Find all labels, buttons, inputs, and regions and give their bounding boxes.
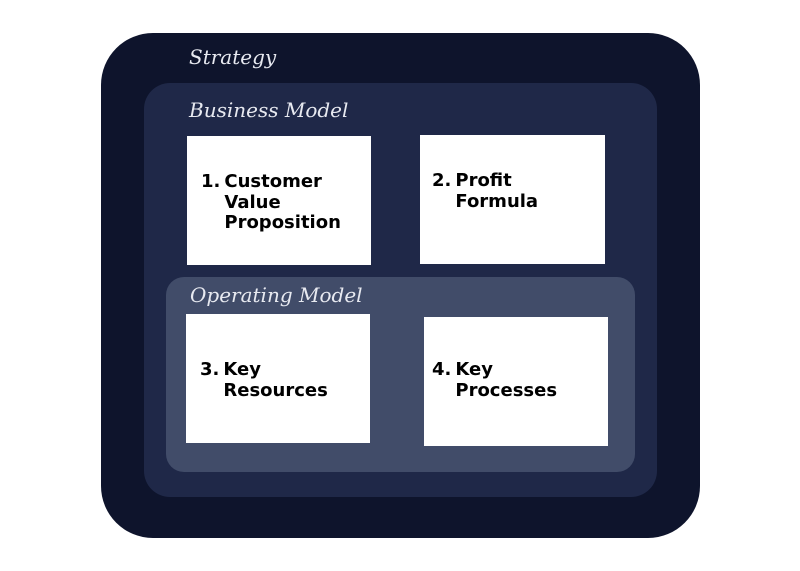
business-model-title: Business Model	[189, 98, 349, 122]
box-label: Key Processes	[455, 359, 558, 401]
box-number: 4.	[432, 359, 452, 380]
operating-model-title: Operating Model	[190, 283, 363, 307]
box-number: 2.	[432, 170, 452, 191]
box-label: Customer Value Proposition	[224, 171, 341, 233]
box-label: Profit Formula	[455, 170, 539, 212]
strategy-title: Strategy	[189, 45, 277, 69]
box-key-processes: 4. Key Processes	[424, 317, 608, 446]
box-profit-formula: 2. Profit Formula	[420, 135, 605, 264]
box-customer-value-proposition: 1. Customer Value Proposition	[187, 136, 371, 265]
box-label: Key Resources	[223, 359, 328, 401]
box-key-resources: 3. Key Resources	[186, 314, 370, 443]
box-number: 1.	[201, 171, 221, 192]
box-number: 3.	[200, 359, 220, 380]
